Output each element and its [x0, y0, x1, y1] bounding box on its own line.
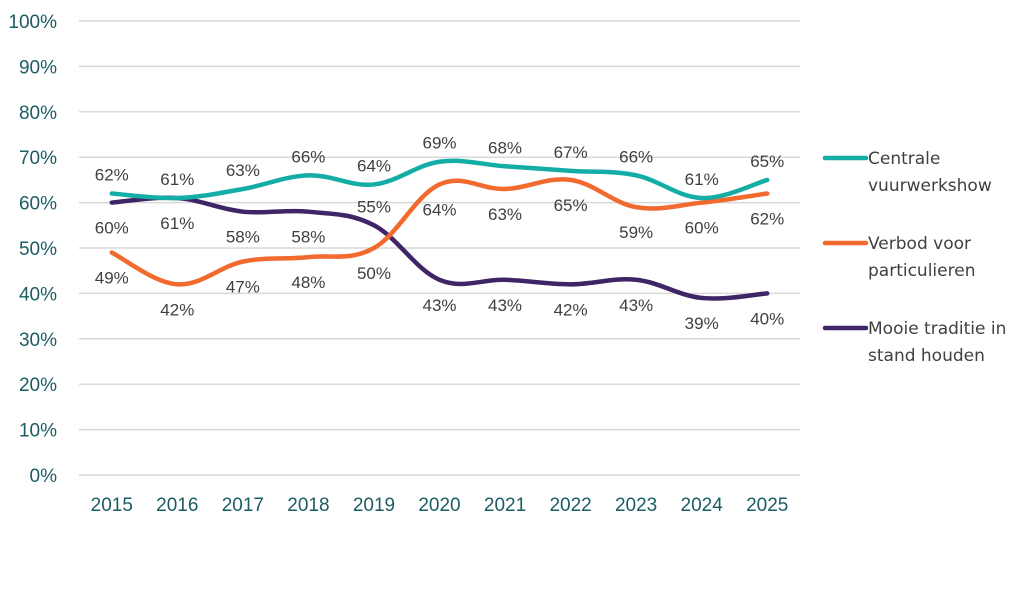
legend-item: Verbod voor particulieren	[822, 234, 975, 281]
y-tick-label: 10%	[19, 421, 57, 442]
data-label: 55%	[357, 197, 391, 216]
data-label: 50%	[357, 264, 391, 283]
x-tick-label: 2020	[418, 495, 460, 516]
x-axis: 2015 2016 2017 2018 2019 2020 2021 2022 2023 2024…	[91, 495, 789, 516]
data-label: 61%	[685, 170, 719, 189]
legend-item: Centrale vuurwerkshow	[822, 149, 992, 196]
data-label: 60%	[685, 219, 719, 238]
y-tick-label: 70%	[19, 148, 57, 169]
data-label: 67%	[554, 143, 588, 162]
series-lines	[109, 158, 770, 301]
data-label: 49%	[95, 269, 129, 288]
data-label: 60%	[95, 219, 129, 238]
data-label: 66%	[619, 147, 653, 166]
data-label: 43%	[488, 296, 522, 315]
x-tick-label: 2023	[615, 495, 657, 516]
data-label: 64%	[357, 156, 391, 175]
x-tick-label: 2025	[746, 495, 788, 516]
gridlines	[79, 20, 800, 476]
y-tick-label: 20%	[19, 375, 57, 396]
data-label: 63%	[226, 161, 260, 180]
data-label: 66%	[291, 147, 325, 166]
data-label: 62%	[95, 166, 129, 185]
data-labels: 62% 61% 63% 66% 64% 69% 68% 67% 66% 61% 65% 49% 42% 4…	[95, 134, 784, 333]
data-label: 65%	[750, 152, 784, 171]
x-tick-label: 2021	[484, 495, 526, 516]
legend-label: Centrale	[868, 149, 940, 169]
data-label: 68%	[488, 138, 522, 157]
x-tick-label: 2019	[353, 495, 395, 516]
x-tick-label: 2024	[681, 495, 724, 516]
x-tick-label: 2016	[156, 495, 198, 516]
data-label: 65%	[554, 196, 588, 215]
series-line-verbod-voor-particulieren	[109, 177, 770, 287]
data-label: 59%	[619, 223, 653, 242]
legend-label: vuurwerkshow	[868, 176, 992, 196]
data-label: 61%	[160, 170, 194, 189]
data-label: 43%	[619, 296, 653, 315]
data-label: 63%	[488, 205, 522, 224]
data-label: 43%	[422, 296, 456, 315]
y-tick-label: 60%	[19, 194, 57, 215]
data-label: 40%	[750, 309, 784, 328]
y-tick-label: 50%	[19, 239, 57, 260]
x-tick-label: 2018	[287, 495, 329, 516]
data-label: 58%	[226, 228, 260, 247]
legend-label: particulieren	[868, 261, 975, 281]
legend-label: Mooie traditie in	[868, 319, 1006, 339]
x-tick-label: 2015	[91, 495, 133, 516]
legend-item: Mooie traditie in stand houden	[822, 319, 1006, 366]
data-label: 39%	[685, 314, 719, 333]
data-label: 62%	[750, 210, 784, 229]
data-label: 42%	[554, 300, 588, 319]
y-tick-label: 40%	[19, 284, 57, 305]
data-label: 64%	[422, 200, 456, 219]
series-line-mooie-traditie-in-stand-houden	[109, 195, 770, 301]
y-tick-label: 0%	[30, 466, 58, 487]
y-tick-label: 80%	[19, 103, 57, 124]
data-label: 42%	[160, 300, 194, 319]
y-tick-label: 30%	[19, 330, 57, 351]
y-axis: 0% 10% 20% 30% 40% 50% 60% 70% 80% 90% 100%	[8, 12, 57, 487]
data-label: 61%	[160, 214, 194, 233]
legend: Centrale vuurwerkshow Verbod voor particuli…	[822, 149, 1006, 366]
data-label: 69%	[422, 134, 456, 153]
x-tick-label: 2022	[549, 495, 591, 516]
data-label: 58%	[291, 228, 325, 247]
data-label: 47%	[226, 278, 260, 297]
data-label: 48%	[291, 273, 325, 292]
x-tick-label: 2017	[222, 495, 264, 516]
legend-label: Verbod voor	[868, 234, 971, 254]
series-line-centrale-vuurwerkshow	[109, 158, 770, 201]
y-tick-label: 100%	[8, 12, 57, 33]
y-tick-label: 90%	[19, 57, 57, 78]
legend-label: stand houden	[868, 346, 985, 366]
